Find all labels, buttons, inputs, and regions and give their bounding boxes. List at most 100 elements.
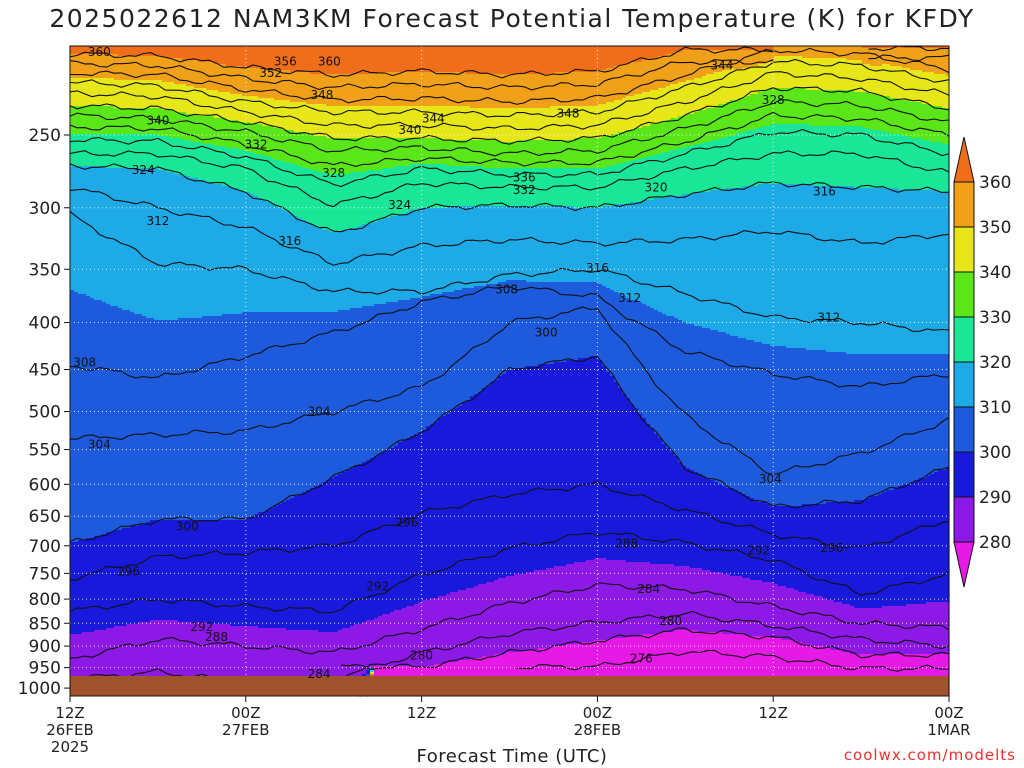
- fill-cell: [830, 650, 835, 696]
- fill-cell: [358, 138, 363, 173]
- fill-cell: [574, 72, 579, 107]
- fill-cell: [334, 174, 339, 233]
- fill-cell: [490, 46, 495, 75]
- fill-cell: [382, 72, 387, 107]
- fill-cell: [670, 118, 675, 151]
- fill-cell: [674, 150, 679, 197]
- fill-cell: [194, 520, 199, 623]
- fill-cell: [478, 140, 483, 167]
- contour-label: 348: [311, 88, 334, 102]
- fill-cell: [310, 630, 315, 696]
- fill-cell: [182, 520, 187, 623]
- fill-cell: [94, 46, 99, 55]
- fill-cell: [914, 48, 919, 71]
- fill-cell: [222, 46, 227, 65]
- fill-cell: [770, 50, 775, 63]
- fill-cell: [318, 484, 323, 633]
- fill-cell: [162, 56, 167, 83]
- fill-cell: [802, 58, 807, 89]
- fill-cell: [90, 78, 95, 107]
- fill-cell: [550, 46, 555, 75]
- fill-cell: [738, 188, 743, 339]
- fill-cell: [870, 496, 875, 609]
- fill-cell: [678, 320, 683, 463]
- fill-cell: [610, 638, 615, 696]
- fill-cell: [682, 148, 687, 195]
- fill-cell: [346, 74, 351, 107]
- fill-cell: [338, 474, 343, 631]
- fill-cell: [914, 138, 919, 191]
- fill-cell: [802, 184, 807, 349]
- fill-cell: [342, 310, 347, 473]
- fill-cell: [786, 588, 791, 641]
- fill-cell: [334, 632, 339, 695]
- fill-cell: [922, 48, 927, 73]
- fill-cell: [558, 646, 563, 696]
- fill-cell: [330, 174, 335, 233]
- fill-cell: [314, 630, 319, 696]
- fill-cell: [798, 592, 803, 643]
- fill-cell: [214, 90, 219, 119]
- colorbar-box: [953, 181, 975, 228]
- fill-cell: [594, 640, 599, 696]
- fill-cell: [122, 56, 127, 81]
- fill-cell: [758, 580, 763, 637]
- fill-cell: [130, 526, 135, 625]
- fill-cell: [506, 142, 511, 169]
- fill-cell: [438, 138, 443, 165]
- fill-cell: [430, 208, 435, 295]
- fill-cell: [918, 70, 923, 103]
- fill-cell: [138, 524, 143, 623]
- fill-cell: [658, 46, 663, 57]
- fill-cell: [734, 576, 739, 635]
- fill-cell: [82, 166, 87, 295]
- fill-cell: [890, 354, 895, 491]
- colorbar-label: 360: [979, 173, 1011, 193]
- fill-cell: [942, 144, 947, 193]
- fill-cell: [254, 96, 259, 125]
- fill-cell: [554, 566, 559, 647]
- fill-cell: [614, 164, 619, 205]
- fill-cell: [522, 108, 527, 141]
- fill-cell: [114, 306, 119, 531]
- fill-cell: [318, 136, 323, 173]
- fill-cell: [722, 46, 727, 51]
- fill-cell: [838, 186, 843, 353]
- colorbar-bottom-triangle: [953, 541, 975, 588]
- fill-cell: [250, 68, 255, 97]
- fill-cell: [354, 466, 359, 625]
- fill-cell: [734, 634, 739, 696]
- fill-cell: [554, 72, 559, 107]
- fill-cell: [818, 58, 823, 91]
- fill-cell: [498, 142, 503, 169]
- fill-cell: [894, 606, 899, 655]
- fill-cell: [554, 140, 559, 169]
- fill-cell: [254, 196, 259, 313]
- fill-cell: [778, 124, 783, 185]
- fill-cell: [678, 462, 683, 567]
- fill-cell: [594, 46, 599, 73]
- fill-cell: [94, 300, 99, 537]
- fill-cell: [342, 74, 347, 107]
- fill-cell: [466, 400, 471, 589]
- fill-cell: [178, 46, 183, 59]
- fill-cell: [606, 102, 611, 137]
- fill-cell: [90, 538, 95, 633]
- fill-cell: [626, 398, 631, 563]
- fill-cell: [538, 140, 543, 169]
- fill-cell: [886, 654, 891, 696]
- fill-cell: [886, 188, 891, 355]
- fill-cell: [906, 100, 911, 137]
- fill-cell: [230, 46, 235, 67]
- fill-cell: [146, 318, 151, 523]
- fill-cell: [222, 314, 227, 521]
- fill-cell: [286, 162, 291, 213]
- fill-cell: [294, 216, 299, 313]
- fill-cell: [170, 320, 175, 521]
- fill-cell: [918, 48, 923, 71]
- fill-cell: [882, 132, 887, 189]
- fill-cell: [666, 564, 671, 633]
- fill-cell: [210, 144, 215, 183]
- fill-cell: [294, 496, 299, 631]
- fill-cell: [198, 622, 203, 696]
